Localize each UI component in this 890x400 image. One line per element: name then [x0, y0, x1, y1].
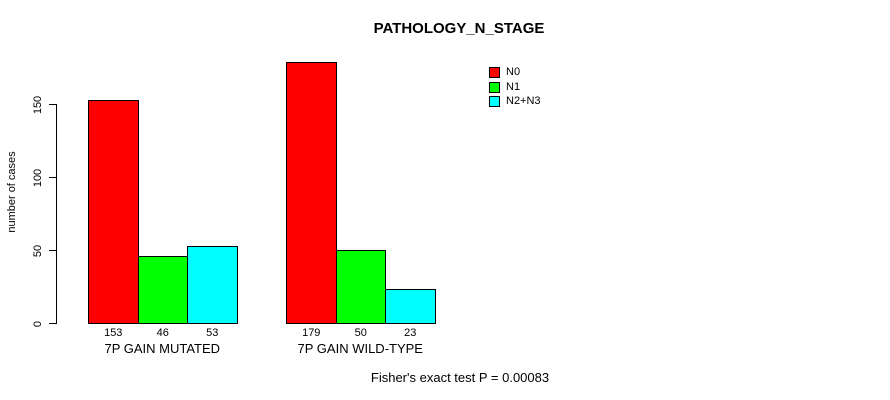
category-label: 7P GAIN WILD-TYPE [297, 341, 423, 356]
legend-label: N1 [506, 80, 521, 93]
category-label: 7P GAIN MUTATED [104, 341, 221, 356]
y-tick-mark [49, 104, 56, 105]
bar-n0 [88, 99, 139, 324]
legend-swatch-n1 [489, 81, 500, 93]
bar-n1 [137, 255, 188, 324]
bar-value-label: 23 [404, 327, 417, 339]
bar-value-label: 46 [156, 327, 169, 339]
legend-label: N0 [506, 66, 521, 78]
y-axis-line [56, 104, 57, 324]
y-tick-label: 50 [32, 244, 44, 257]
legend-label: N2+N3 [506, 95, 541, 107]
bar-value-label: 179 [302, 327, 321, 339]
bar-n1 [335, 250, 386, 324]
y-tick-label: 100 [32, 168, 44, 187]
y-tick-mark [49, 323, 56, 324]
annotation-text: Fisher's exact test P = 0.00083 [370, 370, 550, 385]
chart-title: PATHOLOGY_N_STAGE [373, 20, 545, 37]
y-tick-label: 0 [32, 320, 44, 327]
bar-n2-n3 [385, 289, 436, 324]
bar-value-label: 50 [354, 327, 367, 339]
legend-swatch-n0 [489, 67, 500, 78]
bar-n0 [286, 61, 337, 324]
y-tick-label: 150 [32, 95, 44, 114]
bar-value-label: 153 [104, 327, 123, 339]
y-tick-mark [49, 250, 56, 251]
legend-swatch-n2-n3 [489, 96, 500, 107]
y-tick-mark [49, 177, 56, 178]
y-axis-label: number of cases [6, 151, 18, 233]
bar-n2-n3 [187, 245, 238, 324]
bar-value-label: 53 [206, 327, 219, 339]
